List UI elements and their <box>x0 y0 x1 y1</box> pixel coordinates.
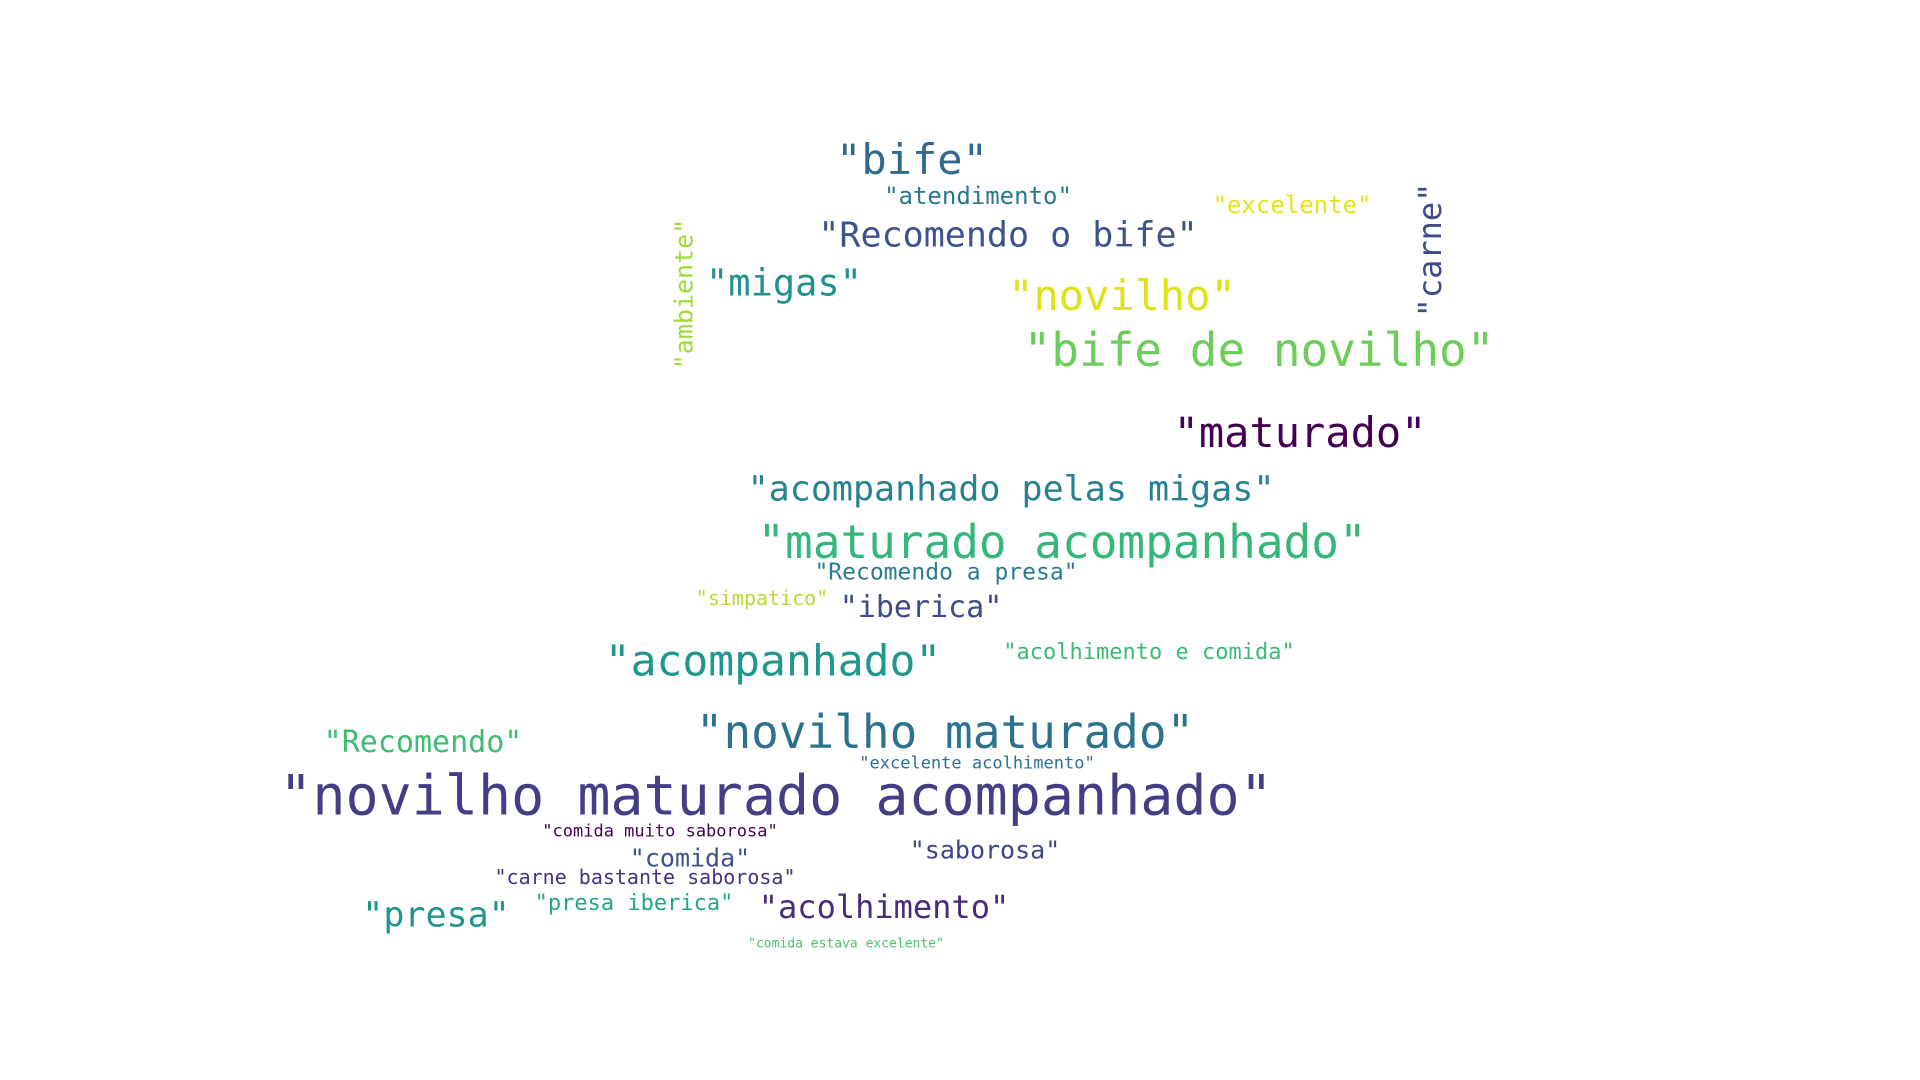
word-carne-bastante-saborosa: "carne bastante saborosa" <box>494 865 796 889</box>
word-excelente: "excelente" <box>1212 191 1372 219</box>
word-acolhimento: "acolhimento" <box>758 888 1010 926</box>
word-saborosa: "saborosa" <box>909 835 1061 865</box>
word-ambiente: "ambiente" <box>669 218 699 370</box>
word-bife: "bife" <box>836 135 988 184</box>
word-recomendo: "Recomendo" <box>323 725 523 760</box>
word-presa-iberica: "presa iberica" <box>534 891 734 916</box>
word-presa: "presa" <box>362 895 510 936</box>
word-acompanhado: "acompanhado" <box>604 636 942 687</box>
word-iberica: "iberica" <box>839 590 1003 625</box>
word-novilho-maturado-acompanhado: "novilho maturado acompanhado" <box>279 763 1273 828</box>
word-migas: "migas" <box>706 261 862 305</box>
word-comida-muito-saborosa: "comida muito saborosa" <box>542 821 778 842</box>
word-maturado-acompanhado: "maturado acompanhado" <box>757 515 1367 569</box>
word-comida-estava-excelente: "comida estava excelente" <box>748 936 944 952</box>
word-acompanhado-pelas-migas: "acompanhado pelas migas" <box>747 469 1275 510</box>
word-excelente-acolhimento: "excelente acolhimento" <box>859 753 1095 774</box>
word-atendimento: "atendimento" <box>884 182 1072 210</box>
word-recomendo-a-presa: "Recomendo a presa" <box>814 559 1078 586</box>
word-simpatico: "simpatico" <box>695 586 829 610</box>
word-novilho: "novilho" <box>1008 271 1236 320</box>
word-recomendo-o-bife: "Recomendo o bife" <box>818 215 1198 256</box>
word-comida: "comida" <box>629 843 751 873</box>
word-acolhimento-e-comida: "acolhimento e comida" <box>1003 640 1295 665</box>
word-maturado: "maturado" <box>1173 408 1427 457</box>
word-carne: "carne" <box>1411 182 1449 318</box>
word-bife-de-novilho: "bife de novilho" <box>1023 323 1495 377</box>
word-novilho-maturado: "novilho maturado" <box>695 705 1195 759</box>
